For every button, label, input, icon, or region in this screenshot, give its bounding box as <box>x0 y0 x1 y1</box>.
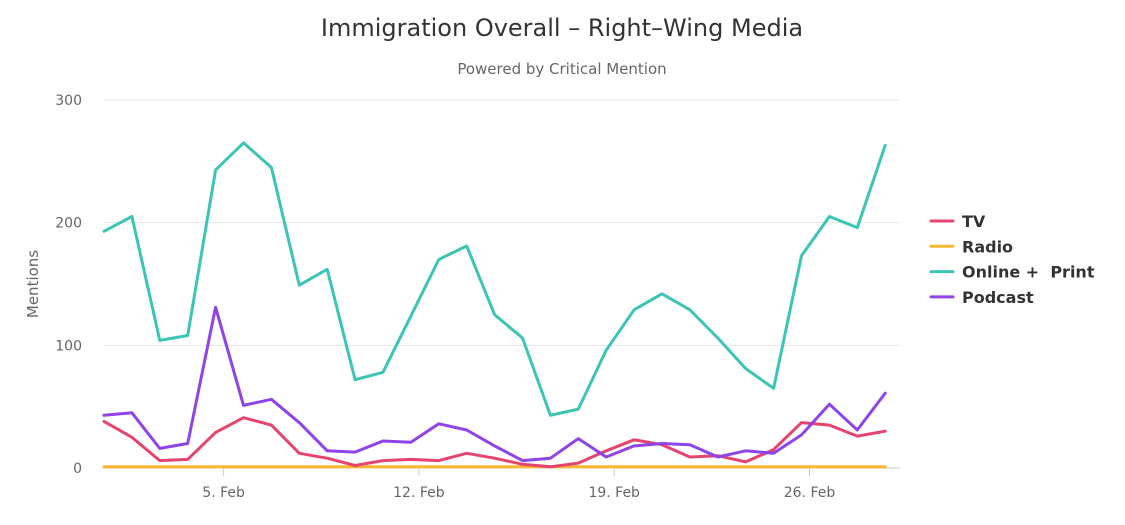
series-line-podcast[interactable] <box>102 305 887 463</box>
legend-item[interactable]: TV <box>929 212 986 231</box>
chart-subtitle: Powered by Critical Mention <box>457 60 666 78</box>
chart-title: Immigration Overall – Right–Wing Media <box>321 14 803 42</box>
y-tick-label: 200 <box>55 216 82 232</box>
legend-item[interactable]: Radio <box>929 237 1013 256</box>
grid-layer <box>104 99 900 346</box>
legend-label: Podcast <box>962 288 1034 307</box>
y-tick-label: 300 <box>55 93 82 109</box>
legend[interactable]: TV Radio Online + Print Podcast <box>929 212 1095 307</box>
series-layer <box>102 141 887 469</box>
y-axis-ticks: 0 100 200 300 <box>55 93 82 477</box>
series-line-online-print[interactable] <box>102 141 887 417</box>
y-axis-label: Mentions <box>24 250 42 318</box>
x-axis: 5. Feb 12. Feb 19. Feb 26. Feb <box>104 467 900 501</box>
y-tick-label: 0 <box>73 461 82 477</box>
x-tick-label: 12. Feb <box>393 485 445 501</box>
legend-label: TV <box>962 212 986 231</box>
x-tick-label: 19. Feb <box>588 485 640 501</box>
legend-label: Radio <box>962 237 1013 256</box>
x-tick-label: 26. Feb <box>784 485 836 501</box>
series-line-tv[interactable] <box>102 416 887 469</box>
legend-item[interactable]: Podcast <box>929 288 1034 307</box>
legend-label: Online + Print <box>962 263 1095 282</box>
legend-item[interactable]: Online + Print <box>929 263 1095 282</box>
x-tick-label: 5. Feb <box>202 485 245 501</box>
y-tick-label: 100 <box>55 338 82 354</box>
